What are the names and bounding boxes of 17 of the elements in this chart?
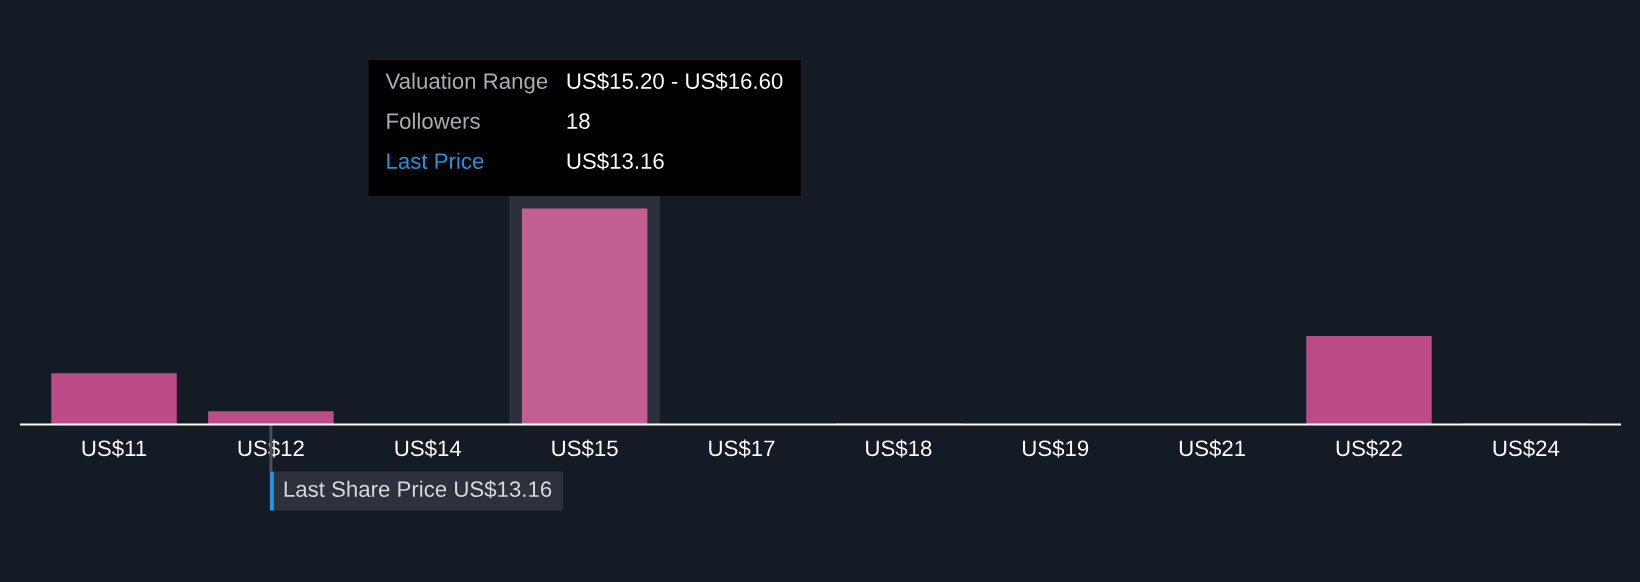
text: Last Price bbox=[387, 152, 484, 169]
x-tick-label: US$14 bbox=[395, 439, 462, 458]
ref-line-label: Last Share Price US$13.16 bbox=[284, 480, 552, 499]
x-tick-label: US$15 bbox=[552, 439, 618, 458]
text: US$15.20 - US$16.60 bbox=[567, 72, 783, 91]
text: 18 bbox=[567, 113, 590, 129]
x-tick-label: US$19 bbox=[1022, 439, 1089, 458]
text: Valuation Range bbox=[385, 72, 548, 94]
text: Followers bbox=[387, 112, 480, 129]
x-tick-label: US$21 bbox=[1179, 439, 1246, 458]
x-tick-label: US$17 bbox=[709, 439, 775, 458]
x-tick-label: US$12 bbox=[238, 439, 304, 458]
x-tick-label: US$24 bbox=[1493, 439, 1560, 458]
x-tick-label: US$22 bbox=[1336, 439, 1402, 458]
x-tick-label: US$18 bbox=[866, 439, 932, 458]
text: US$13.16 bbox=[567, 152, 664, 171]
x-tick-label: US$11 bbox=[82, 439, 147, 458]
